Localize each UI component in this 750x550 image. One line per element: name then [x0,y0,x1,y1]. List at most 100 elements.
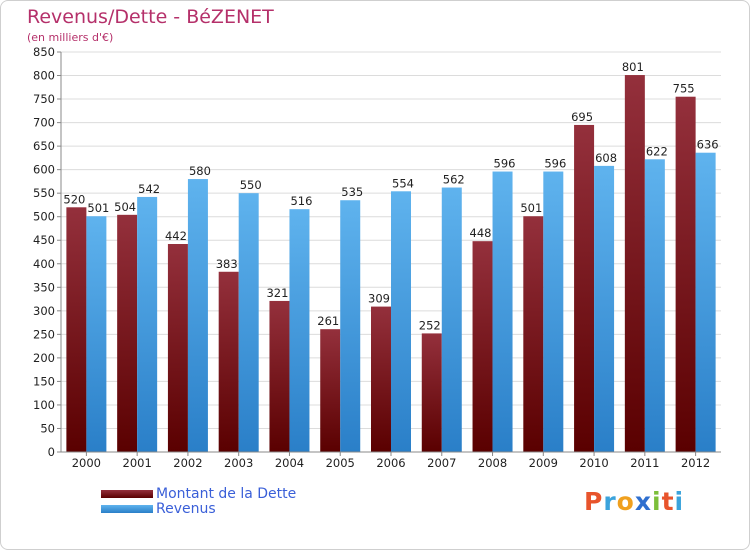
x-axis-ticks: 2000 2001 2002 2003 2004 2005 2006 2007 2008 2009… [72,452,710,470]
y-tick-label: 250 [33,327,55,341]
data-label-dette: 501 [520,201,542,215]
y-tick-label: 50 [40,421,55,435]
bar-dette [675,96,696,453]
data-label-revenus: 596 [494,157,516,171]
y-tick-label: 300 [33,304,55,318]
bar-revenus [340,200,361,452]
bar-dette [472,241,493,452]
bar-dette [66,207,87,452]
y-tick-label: 100 [33,398,55,412]
y-tick-label: 550 [33,186,55,200]
bar-dette [523,216,544,452]
bar-dette [421,333,442,452]
logo-letter: i [674,487,685,516]
x-tick-label: 2000 [72,456,101,470]
data-label-dette: 504 [114,200,136,214]
y-tick-label: 500 [33,210,55,224]
y-tick-label: 700 [33,116,55,130]
data-label-revenus: 596 [544,157,566,171]
x-tick-label: 2004 [275,456,304,470]
data-label-dette: 520 [63,192,85,206]
data-label-revenus: 550 [240,178,262,192]
data-label-dette: 442 [165,229,187,243]
data-label-revenus: 501 [87,201,109,215]
y-tick-label: 850 [33,45,55,59]
bar-dette [117,214,138,452]
y-tick-label: 600 [33,163,55,177]
bar-revenus [695,152,716,453]
data-label-dette: 261 [317,314,339,328]
bar-revenus [441,187,462,452]
proxiti-logo: Proxiti [584,487,684,516]
y-axis-ticks: 0 50 100 150 200 250 300 350 400 450 500 550 600 650 7… [33,45,61,459]
y-tick-label: 200 [33,351,55,365]
y-tick-label: 450 [33,233,55,247]
x-tick-label: 2005 [326,456,355,470]
data-label-dette: 252 [419,318,441,332]
bar-revenus [644,159,665,452]
bar-dette [320,329,341,452]
x-tick-label: 2003 [224,456,253,470]
bar-dette [371,306,391,452]
data-label-dette: 321 [266,286,288,300]
data-label-revenus: 554 [392,176,414,190]
y-tick-label: 350 [33,280,55,294]
legend-label-revenus: Revenus [156,501,216,517]
bar-dette [574,124,595,453]
chart-title: Revenus/Dette - BéZENET [27,6,274,28]
data-label-revenus: 562 [443,173,465,187]
data-label-dette: 695 [571,110,593,124]
y-tick-label: 400 [33,257,55,271]
y-tick-label: 150 [33,374,55,388]
x-tick-label: 2007 [427,456,456,470]
data-label-revenus: 516 [290,194,312,208]
bar-dette [218,271,239,452]
bar-revenus [543,171,564,452]
data-label-dette: 309 [368,292,390,306]
bar-revenus [391,191,411,452]
bar-dette [269,300,290,452]
logo-letter: P [584,487,604,516]
legend-swatch-dette [101,490,153,498]
y-tick-label: 0 [48,445,55,459]
x-tick-label: 2006 [376,456,405,470]
bar-revenus [238,193,259,453]
bars [66,75,716,453]
logo-letter: i [652,487,662,516]
x-tick-label: 2012 [681,456,710,470]
x-tick-label: 2009 [529,456,558,470]
data-label-dette: 383 [216,257,238,271]
bar-dette [624,75,645,452]
logo-letter: x [634,487,652,516]
logo-letter: r [603,487,617,516]
logo-letter: o [616,487,635,516]
data-label-dette: 448 [470,226,492,240]
data-label-revenus: 636 [697,138,719,152]
logo-letter: t [661,487,675,516]
bar-revenus [594,165,615,452]
data-label-revenus: 622 [646,144,668,158]
x-tick-label: 2001 [123,456,152,470]
x-tick-label: 2010 [579,456,608,470]
data-label-revenus: 580 [189,164,211,178]
data-label-dette: 801 [622,60,644,74]
y-tick-label: 650 [33,139,55,153]
x-tick-label: 2002 [173,456,202,470]
data-label-dette: 755 [673,82,695,96]
legend-label-dette: Montant de la Dette [156,486,297,502]
x-tick-label: 2008 [478,456,507,470]
y-tick-label: 800 [33,69,55,83]
y-tick-label: 750 [33,92,55,106]
bar-revenus [137,196,158,452]
legend-swatch-revenus [101,505,153,513]
data-label-revenus: 542 [138,182,160,196]
bar-revenus [86,216,107,452]
bar-revenus [187,179,208,452]
x-tick-label: 2011 [630,456,659,470]
data-label-revenus: 608 [595,151,617,165]
chart-subtitle: (en milliers d'€) [27,31,114,44]
bar-dette [167,244,188,452]
